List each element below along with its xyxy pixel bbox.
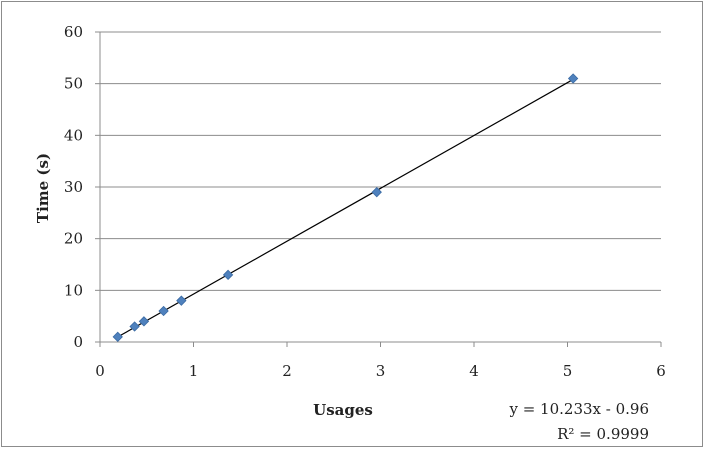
data-points (112, 73, 579, 342)
data-point (371, 187, 382, 198)
x-tick-label: 6 (656, 362, 666, 380)
x-tick-label: 0 (95, 362, 105, 380)
y-tick-label: 20 (64, 230, 83, 248)
x-axis-title: Usages (313, 401, 373, 419)
data-point (112, 331, 123, 342)
data-point (158, 305, 169, 317)
y-tick-label: 50 (64, 75, 83, 93)
y-tick-label: 10 (64, 281, 83, 299)
y-tick-label: 40 (64, 126, 83, 144)
trendline (117, 78, 574, 338)
data-point (567, 73, 579, 84)
axes (95, 31, 662, 347)
y-axis-title: Time (s) (34, 153, 52, 223)
trendline-equation: y = 10.233x - 0.96 (508, 400, 649, 418)
x-tick-label: 4 (469, 362, 479, 380)
y-tick-label: 30 (64, 178, 83, 196)
y-tick-label: 0 (73, 333, 83, 351)
gridlines (100, 31, 661, 291)
x-tick-label: 3 (376, 362, 386, 380)
trendline-layer (117, 78, 574, 338)
x-tick-label: 2 (282, 362, 292, 380)
data-point (176, 295, 187, 306)
trendline-r-squared: R² = 0.9999 (557, 425, 649, 443)
data-point (138, 316, 150, 327)
x-tick-labels: 0 1 2 3 4 5 6 (95, 362, 666, 380)
y-tick-label: 60 (64, 23, 83, 41)
x-tick-label: 5 (563, 362, 573, 380)
x-tick-label: 1 (189, 362, 199, 380)
data-point (129, 321, 140, 332)
data-point (222, 269, 234, 280)
y-tick-labels: 0 10 20 30 40 50 60 (64, 23, 83, 351)
